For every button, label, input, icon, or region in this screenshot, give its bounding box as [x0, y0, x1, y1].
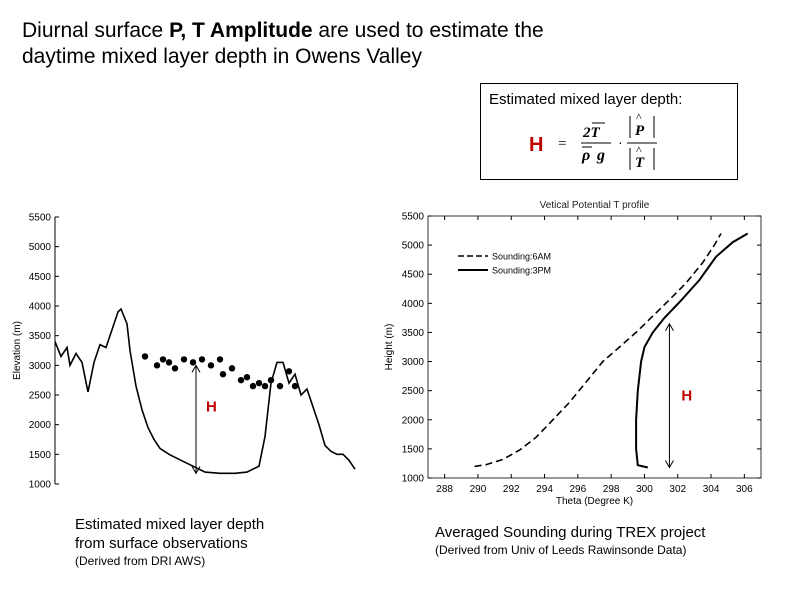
formula-t: T [635, 155, 645, 171]
mixed-layer-point [249, 382, 257, 390]
formula-g: g [596, 147, 605, 164]
left-chart-caption: Estimated mixed layer depth from surface… [75, 515, 264, 570]
mixed-layer-h-label: H [206, 398, 217, 415]
y-tick-label: 1000 [29, 480, 52, 491]
formula-box: Estimated mixed layer depth: H = 2T ρ g … [480, 83, 738, 180]
elevation-chart: 1000 1500 2000 2500 3000 3500 4000 4500 5000 5500… [12, 213, 356, 491]
x-tick-label: 294 [536, 484, 553, 495]
legend-label-6am: Sounding:6AM [492, 252, 551, 262]
y-tick-label: 2500 [402, 386, 425, 397]
legend-label-3pm: Sounding:3PM [492, 266, 551, 276]
mixed-layer-point [207, 362, 215, 369]
y-tick-label: 3000 [29, 361, 52, 372]
mixed-layer-point [291, 382, 299, 390]
slide-title: Diurnal surface P, T Amplitude are used … [22, 18, 702, 70]
x-axis-label: Theta (Degree K) [556, 496, 633, 507]
mixed-layer-point [267, 376, 275, 384]
y-tick-label: 3000 [402, 357, 425, 368]
mixed-layer-point [276, 382, 284, 390]
left-caption-source: (Derived from DRI AWS) [75, 554, 206, 568]
y-tick-label: 5000 [402, 241, 425, 252]
formula-caption: Estimated mixed layer depth: [489, 91, 683, 108]
mixed-layer-arrow-head-top [664, 322, 674, 331]
mixed-layer-point [261, 382, 269, 390]
y-tick-label: 2000 [29, 420, 52, 431]
right-chart-caption: Averaged Sounding during TREX project (D… [435, 523, 705, 559]
y-tick-label: 3500 [402, 328, 425, 339]
formula-equals: = [558, 136, 566, 152]
mixed-layer-point [180, 356, 188, 363]
y-tick-label: 4000 [29, 302, 52, 313]
y-tick-label: 1500 [29, 450, 52, 461]
y-tick-label: 2000 [402, 415, 425, 426]
mixed-layer-arrow-head-bottom [664, 460, 674, 469]
right-caption-line-1: Averaged Sounding during TREX project [435, 524, 706, 541]
mixed-layer-point [141, 353, 149, 360]
y-tick-label: 5000 [29, 242, 52, 253]
right-caption-source: (Derived from Univ of Leeds Rawinsonde D… [435, 543, 687, 557]
y-tick-label: 2500 [29, 391, 52, 402]
y-tick-label: 4000 [402, 299, 425, 310]
sounding-3pm-line [635, 232, 749, 469]
mixed-layer-point [171, 365, 179, 372]
left-caption-line-1: Estimated mixed layer depth [75, 516, 265, 533]
x-tick-label: 306 [736, 484, 753, 495]
mixed-layer-point [219, 371, 227, 378]
title-line-1: Diurnal surface P, T Amplitude are used … [22, 19, 544, 42]
y-tick-label: 3500 [29, 331, 52, 342]
mixed-layer-arrow-head-top [191, 364, 201, 373]
formula-p: P [635, 123, 645, 139]
plot-frame [427, 215, 762, 479]
mixed-layer-point [285, 368, 293, 375]
y-tick-label: 5500 [29, 213, 52, 224]
y-axis-label: Elevation (m) [12, 321, 23, 380]
mixed-layer-point [159, 356, 167, 363]
y-tick-label: 4500 [402, 270, 425, 281]
mixed-layer-h-label: H [681, 388, 692, 405]
x-tick-label: 288 [436, 484, 453, 495]
mixed-layer-point [165, 359, 173, 366]
mixed-layer-point [228, 365, 236, 372]
potential-temperature-chart: Vetical Potential T profile 1000 1500 2000 2… [384, 200, 762, 507]
y-tick-label: 4500 [29, 272, 52, 283]
mixed-layer-point [216, 356, 224, 363]
sounding-6am-line [474, 233, 722, 468]
formula-rho: ρ [581, 147, 590, 164]
y-axis-label: Height (m) [384, 324, 395, 371]
title-bold-term: P, T Amplitude [169, 19, 313, 42]
formula-p-hat: ^ [636, 110, 642, 124]
mixed-layer-point [237, 376, 245, 384]
y-tick-label: 1500 [402, 444, 425, 455]
chart-title: Vetical Potential T profile [540, 200, 650, 211]
formula-numerator: 2T [582, 125, 601, 141]
x-tick-label: 298 [603, 484, 620, 495]
mixed-layer-point [255, 379, 263, 387]
y-tick-label: 1000 [402, 474, 425, 485]
mixed-layer-point [153, 362, 161, 369]
mixed-layer-formula: H = 2T ρ g · ^ P ^ T [529, 110, 657, 171]
x-tick-label: 296 [570, 484, 587, 495]
mixed-layer-arrow-head-bottom [191, 466, 201, 475]
formula-dot: · [618, 137, 623, 152]
x-tick-label: 292 [503, 484, 520, 495]
mixed-layer-point [189, 359, 197, 366]
x-tick-label: 302 [669, 484, 686, 495]
x-tick-label: 300 [636, 484, 653, 495]
y-tick-label: 5500 [402, 212, 425, 223]
formula-h: H [529, 134, 543, 156]
mixed-layer-point [243, 374, 251, 381]
mixed-layer-point [198, 356, 206, 363]
terrain-profile-line [54, 307, 356, 475]
x-tick-label: 304 [703, 484, 720, 495]
formula-t-hat: ^ [636, 143, 642, 157]
left-caption-line-2: from surface observations [75, 535, 248, 552]
x-tick-label: 290 [470, 484, 487, 495]
title-line-2: daytime mixed layer depth in Owens Valle… [22, 45, 422, 68]
